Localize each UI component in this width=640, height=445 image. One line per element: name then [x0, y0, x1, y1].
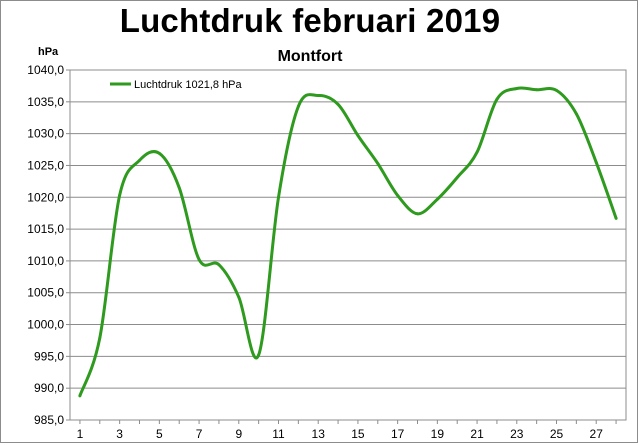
x-tick-label: 7: [196, 427, 203, 441]
x-tick-label: 9: [235, 427, 242, 441]
x-tick-label: 17: [391, 427, 405, 441]
data-point: [118, 194, 121, 197]
x-tick-label: 3: [116, 427, 123, 441]
data-point: [495, 97, 499, 101]
data-point: [455, 176, 459, 179]
y-tick-label: 1025,0: [27, 158, 64, 172]
data-point: [237, 295, 241, 299]
plot-area: [69, 69, 627, 421]
y-tick-label: 1020,0: [27, 190, 64, 204]
y-tick-label: 1035,0: [27, 95, 64, 109]
x-tick-label: 5: [156, 427, 163, 441]
data-point: [158, 152, 161, 155]
x-tick-label: 1: [77, 427, 84, 441]
data-point: [555, 89, 558, 92]
y-tick-label: 1030,0: [27, 127, 64, 141]
data-point: [535, 88, 538, 92]
data-point: [396, 194, 399, 197]
chart-subtitle: Montfort: [277, 48, 343, 65]
data-point: [257, 353, 260, 357]
x-tick-label: 21: [470, 427, 484, 441]
data-point: [316, 94, 320, 97]
data-point: [416, 212, 419, 216]
y-tick-label: 1000,0: [27, 318, 64, 332]
y-axis-unit: hPa: [38, 46, 59, 58]
x-axis-ticks: 1 3 5 7 9 11 13 15 17 19 21 23 25 27: [77, 420, 617, 441]
legend-label: Luchtdruk 1021,8 hPa: [134, 79, 243, 91]
data-point: [475, 150, 479, 154]
x-tick-label: 15: [351, 427, 365, 441]
y-tick-label: 1010,0: [27, 254, 64, 268]
y-tick-label: 995,0: [34, 349, 64, 363]
x-tick-label: 13: [312, 427, 326, 441]
data-point: [197, 258, 201, 261]
y-tick-label: 1015,0: [27, 222, 64, 236]
y-tick-label: 985,0: [34, 413, 64, 427]
data-point: [594, 160, 598, 164]
data-point: [356, 134, 360, 137]
y-tick-label: 990,0: [34, 381, 64, 395]
data-point: [217, 263, 221, 267]
y-axis-ticks: 985,0 990,0 995,0 1000,0 1005,0 1010,0 1015,0 1…: [27, 63, 70, 427]
data-point: [138, 159, 141, 162]
y-tick-label: 1040,0: [27, 63, 64, 77]
data-point: [436, 197, 439, 201]
gridlines: [70, 69, 626, 421]
data-point: [575, 112, 578, 116]
x-tick-label: 23: [510, 427, 524, 441]
series-line: [78, 86, 618, 398]
chart-title: Luchtdruk februari 2019: [119, 2, 501, 39]
data-point: [297, 104, 300, 108]
x-tick-label: 27: [590, 427, 604, 441]
data-point: [177, 186, 181, 190]
data-point: [515, 87, 519, 90]
data-point: [78, 394, 82, 398]
data-point: [98, 336, 102, 340]
legend: Luchtdruk 1021,8 hPa: [110, 79, 243, 91]
y-tick-label: 1005,0: [27, 286, 64, 300]
data-point: [614, 216, 618, 220]
x-tick-label: 25: [550, 427, 564, 441]
data-point: [336, 103, 340, 106]
data-point: [277, 195, 280, 199]
data-point: [376, 162, 380, 165]
x-tick-label: 19: [431, 427, 445, 441]
series-layer: [78, 86, 618, 398]
x-tick-label: 11: [272, 427, 285, 441]
